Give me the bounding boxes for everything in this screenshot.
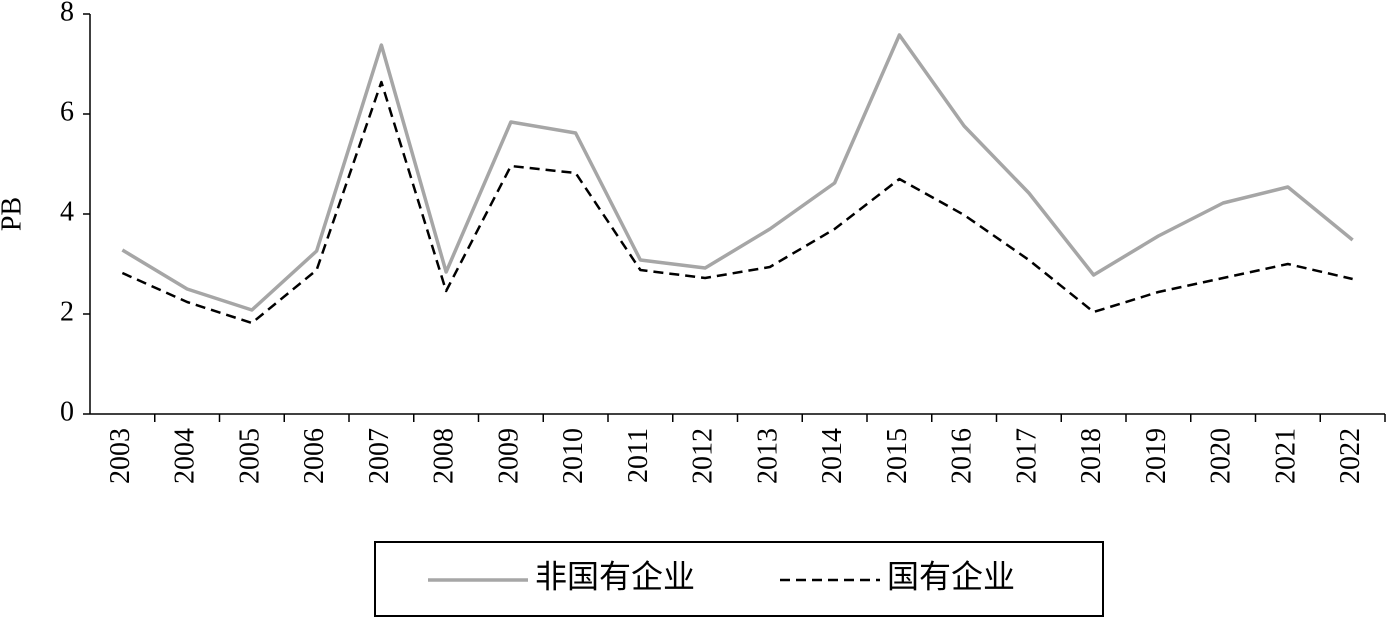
- x-tick-label: 2006: [299, 428, 330, 484]
- y-tick-label: 2: [60, 296, 74, 327]
- x-tick-label: 2012: [688, 428, 719, 484]
- y-tick-label: 6: [60, 96, 74, 127]
- x-tick-label: 2019: [1141, 428, 1172, 484]
- y-tick-label: 8: [60, 0, 74, 27]
- legend-label: 非国有企业: [535, 558, 695, 594]
- y-tick-label: 0: [60, 396, 74, 427]
- x-tick-label: 2004: [170, 428, 201, 484]
- series-line: [121, 33, 1354, 312]
- x-tick-label: 2007: [364, 428, 395, 484]
- x-tick-label: 2018: [1076, 428, 1107, 484]
- x-tick-label: 2011: [623, 428, 654, 483]
- series-line: [121, 80, 1353, 325]
- legend-label: 国有企业: [887, 558, 1015, 594]
- x-tick-label: 2016: [947, 428, 978, 484]
- x-tick-label: 2009: [493, 428, 524, 484]
- x-tick-label: 2022: [1335, 428, 1366, 484]
- x-tick-label: 2021: [1270, 428, 1301, 484]
- x-tick-label: 2013: [752, 428, 783, 484]
- x-tick-label: 2010: [558, 428, 589, 484]
- x-tick-label: 2017: [1011, 428, 1042, 484]
- x-tick-label: 2014: [817, 428, 848, 484]
- x-tick-label: 2008: [429, 428, 460, 484]
- legend-box: [374, 541, 1104, 617]
- x-tick-label: 2020: [1206, 428, 1237, 484]
- x-tick-label: 2015: [882, 428, 913, 484]
- x-tick-label: 2003: [105, 428, 136, 484]
- y-tick-label: 4: [60, 196, 74, 227]
- y-axis-label: PB: [0, 197, 27, 231]
- x-tick-label: 2005: [234, 428, 265, 484]
